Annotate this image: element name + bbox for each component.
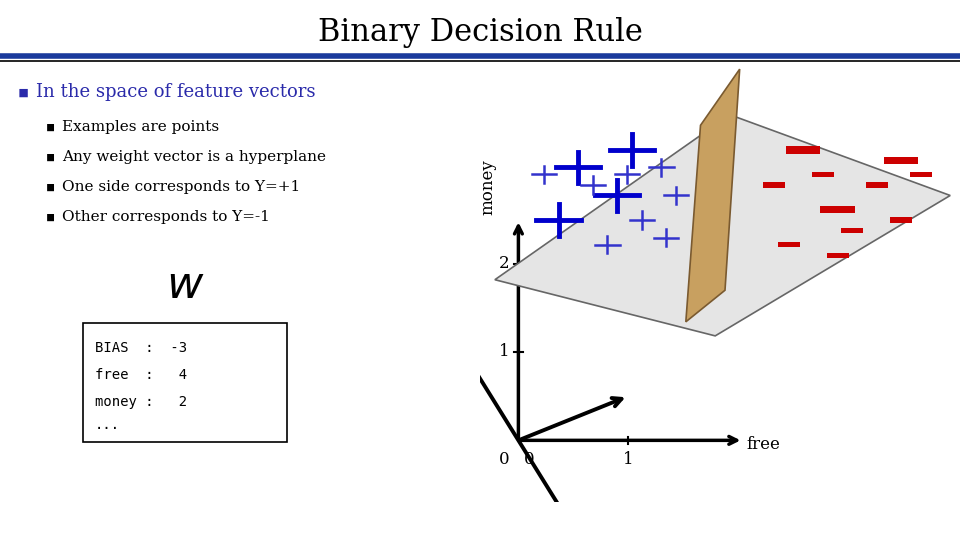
Text: One side corresponds to Y=+1: One side corresponds to Y=+1 [62, 180, 300, 194]
Text: ◾: ◾ [46, 151, 55, 164]
Text: $\mathit{w}$: $\mathit{w}$ [166, 264, 204, 307]
FancyBboxPatch shape [890, 218, 912, 222]
Text: 0: 0 [524, 451, 535, 468]
FancyBboxPatch shape [812, 172, 834, 177]
Text: money: money [479, 159, 496, 215]
Text: ◾: ◾ [46, 120, 55, 133]
Text: ...: ... [95, 418, 120, 432]
Text: free: free [747, 436, 780, 453]
Text: 1: 1 [623, 451, 634, 468]
Text: 0: 0 [499, 451, 510, 468]
Text: BIAS  :  -3: BIAS : -3 [95, 341, 187, 355]
FancyBboxPatch shape [827, 253, 849, 258]
FancyBboxPatch shape [763, 183, 785, 187]
Text: free  :   4: free : 4 [95, 368, 187, 382]
FancyBboxPatch shape [884, 157, 919, 164]
Text: In the space of feature vectors: In the space of feature vectors [36, 83, 316, 101]
FancyBboxPatch shape [778, 242, 800, 247]
Text: ◾: ◾ [18, 84, 29, 99]
FancyBboxPatch shape [821, 206, 854, 213]
Text: money :   2: money : 2 [95, 395, 187, 409]
Text: Any weight vector is a hyperplane: Any weight vector is a hyperplane [62, 150, 326, 164]
Text: ◾: ◾ [46, 211, 55, 224]
Text: ◾: ◾ [46, 180, 55, 193]
FancyBboxPatch shape [910, 172, 932, 177]
Text: 1: 1 [499, 343, 510, 361]
FancyBboxPatch shape [866, 183, 888, 187]
Text: Examples are points: Examples are points [62, 120, 219, 134]
Text: Other corresponds to Y=-1: Other corresponds to Y=-1 [62, 210, 270, 224]
Text: 2: 2 [499, 255, 510, 272]
FancyBboxPatch shape [83, 323, 287, 442]
Polygon shape [495, 115, 950, 336]
FancyBboxPatch shape [841, 228, 863, 233]
Text: Binary Decision Rule: Binary Decision Rule [318, 17, 642, 48]
FancyBboxPatch shape [786, 146, 821, 154]
Polygon shape [685, 69, 740, 322]
